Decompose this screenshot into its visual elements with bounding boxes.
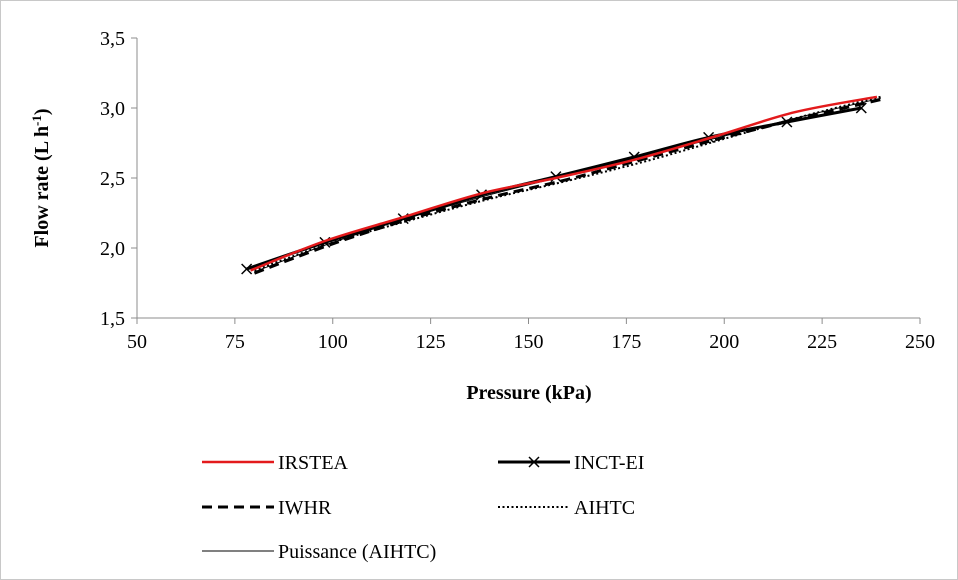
series-line-inct-ei [246,106,862,271]
y-axis-title-sup: -1 [29,115,44,126]
data-point-inct-ei [855,102,867,114]
y-axis-title-main: Flow rate (L h [31,126,53,248]
y-axis-title-close: ) [31,108,53,115]
y-tick-label: 3,5 [100,28,125,50]
x-tick-label: 125 [416,331,446,353]
tick-labels: 1,5 2,0 2,5 3,0 3,5 50 75 100 125 150 175 200 225 250 [100,28,935,353]
data-point-inct-ei [781,116,793,128]
legend-item-puissance-aihtc: Puissance (AIHTC) [202,541,436,563]
x-tick-label: 75 [225,331,245,353]
legend-item-aihtc: AIHTC [498,497,635,519]
x-tick-label: 250 [905,331,935,353]
y-axis-title: Flow rate (L h-1) [29,108,54,247]
x-tick-label: 150 [514,331,544,353]
series-layer [241,95,882,275]
legend-label-irstea: IRSTEA [278,452,349,474]
legend: IRSTEA INCT-EI IWHR AIHTC Puissance (AIHTC) [202,452,644,563]
y-tick-label: 2,5 [100,168,125,190]
series-line-puissance-aihtc [254,97,881,273]
x-tick-label: 100 [318,331,348,353]
legend-item-irstea: IRSTEA [202,452,349,474]
legend-label-inct-ei: INCT-EI [574,452,644,474]
legend-label-aihtc: AIHTC [574,497,635,519]
legend-label-iwhr: IWHR [278,497,332,519]
x-tick-label: 175 [611,331,641,353]
x-tick-label: 50 [127,331,147,353]
x-axis-title: Pressure (kPa) [466,382,591,404]
data-point-inct-ei [241,263,253,275]
y-tick-label: 3,0 [100,98,125,120]
legend-item-inct-ei: INCT-EI [498,452,644,474]
legend-item-iwhr: IWHR [202,497,332,519]
x-marker-stroke [241,263,253,275]
y-tick-label: 2,0 [100,238,125,260]
x-marker-stroke [781,116,793,128]
legend-marker-stroke [528,456,540,468]
series-line-iwhr [253,98,882,275]
x-marker-stroke [855,102,867,114]
x-tick-label: 200 [709,331,739,353]
x-tick-label: 225 [807,331,837,353]
y-tick-label: 1,5 [100,308,125,330]
legend-label-puissance-aihtc: Puissance (AIHTC) [278,541,436,563]
series-line-irstea [250,95,878,272]
axes-layer [131,37,921,324]
